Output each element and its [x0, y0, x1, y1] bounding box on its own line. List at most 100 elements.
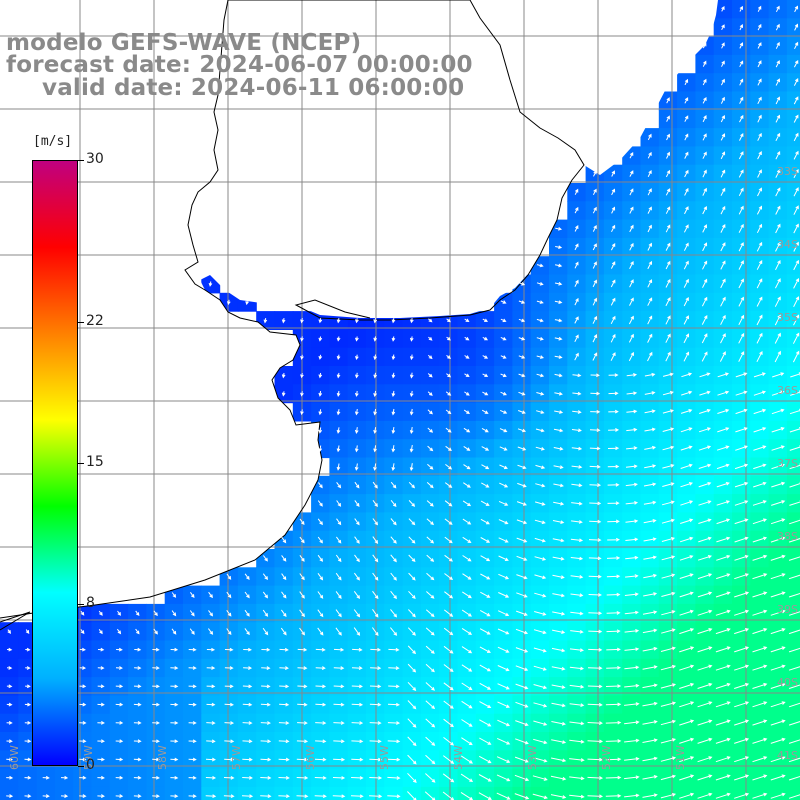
wind-arrow: [716, 481, 730, 488]
wind-arrow: [660, 664, 677, 671]
wind-arrow: [535, 428, 545, 433]
wind-arrow: [242, 775, 253, 780]
wind-arrow: [427, 463, 434, 470]
wind-arrow: [662, 372, 674, 377]
wind-arrow: [443, 609, 454, 617]
wind-arrow: [482, 391, 489, 396]
sea-cell: [786, 457, 800, 477]
wind-arrow: [590, 391, 601, 396]
wind-arrow: [372, 518, 379, 526]
wind-arrow: [498, 592, 510, 598]
wind-arrow: [463, 427, 471, 433]
wind-arrow: [715, 756, 731, 763]
wind-arrow: [734, 628, 750, 635]
wind-arrow: [260, 721, 271, 725]
wind-arrow: [752, 756, 768, 763]
wind-arrow: [534, 556, 547, 561]
wind-arrow: [152, 647, 160, 652]
wind-arrow: [572, 410, 582, 414]
wind-arrow: [757, 132, 762, 141]
wind-arrow: [756, 296, 763, 307]
wind-arrow: [662, 482, 675, 487]
wind-arrow: [516, 592, 528, 598]
wind-arrow: [6, 775, 14, 780]
wind-arrow: [642, 646, 658, 652]
wind-arrow: [683, 296, 689, 307]
wind-arrow: [317, 554, 324, 562]
wind-arrow: [425, 609, 435, 618]
wind-arrow: [569, 739, 585, 744]
wind-arrow: [188, 757, 197, 762]
wind-arrow: [335, 572, 342, 581]
wind-arrow: [697, 701, 713, 708]
wind-arrow: [244, 628, 250, 636]
wind-arrow: [480, 537, 491, 543]
wind-arrow: [680, 500, 694, 506]
wind-arrow: [244, 591, 250, 599]
wind-arrow: [643, 573, 658, 579]
wind-arrow: [697, 719, 713, 726]
wind-arrow: [115, 666, 123, 670]
wind-arrow: [715, 774, 731, 781]
wind-arrow: [756, 314, 763, 326]
wind-arrow: [445, 409, 452, 415]
wind-arrow: [715, 737, 731, 744]
wind-arrow: [789, 445, 800, 451]
wind-arrow: [715, 609, 731, 616]
sea-cell: [457, 786, 477, 800]
wind-arrow: [391, 445, 396, 453]
wind-arrow: [683, 260, 689, 270]
wind-arrow: [262, 609, 269, 617]
wind-arrow: [333, 666, 345, 670]
sea-cell: [183, 786, 202, 800]
wind-arrow: [152, 739, 160, 744]
wind-arrow: [608, 428, 620, 432]
wind-arrow: [391, 463, 396, 472]
wind-arrow: [629, 151, 634, 159]
wind-arrow: [775, 132, 781, 142]
wind-arrow: [717, 427, 730, 433]
wind-arrow: [188, 794, 197, 798]
colorbar-tick-label: 22: [86, 312, 104, 329]
sea-cell: [311, 786, 330, 800]
wind-arrow: [590, 409, 601, 414]
wind-arrow: [647, 315, 653, 325]
sea-cell: [786, 786, 800, 800]
wind-arrow: [592, 261, 597, 269]
wind-arrow: [226, 299, 231, 306]
wind-arrow: [79, 794, 87, 798]
wind-arrow: [720, 242, 726, 252]
wind-arrow: [354, 390, 359, 397]
wind-arrow: [536, 282, 544, 286]
wind-arrow: [224, 757, 235, 762]
wind-arrow: [683, 351, 690, 362]
wind-arrow: [570, 556, 584, 561]
wind-arrow: [133, 794, 142, 798]
wind-arrow: [794, 41, 799, 50]
wind-arrow: [532, 793, 548, 800]
wind-arrow: [734, 646, 750, 653]
wind-arrow: [6, 739, 13, 744]
wind-arrow: [775, 41, 780, 49]
wind-arrow: [775, 23, 780, 31]
wind-arrow: [775, 205, 781, 215]
wind-arrow: [734, 756, 750, 763]
wind-arrow: [464, 355, 470, 359]
wind-arrow: [771, 427, 785, 433]
wind-arrow: [572, 373, 582, 378]
wind-arrow: [515, 665, 529, 671]
sea-cell: [786, 512, 800, 532]
wind-arrow: [242, 739, 253, 744]
wind-arrow: [702, 169, 707, 178]
wind-arrow: [698, 518, 712, 524]
wind-arrow: [462, 536, 472, 543]
wind-arrow: [679, 591, 694, 598]
wind-arrow: [629, 260, 634, 270]
wind-arrow: [314, 776, 327, 780]
wind-arrow: [425, 754, 436, 765]
sea-cell: [786, 164, 800, 184]
wind-arrow: [426, 482, 434, 489]
wind-arrow: [770, 719, 786, 726]
wind-arrow: [318, 318, 323, 324]
wind-arrow: [170, 757, 179, 762]
